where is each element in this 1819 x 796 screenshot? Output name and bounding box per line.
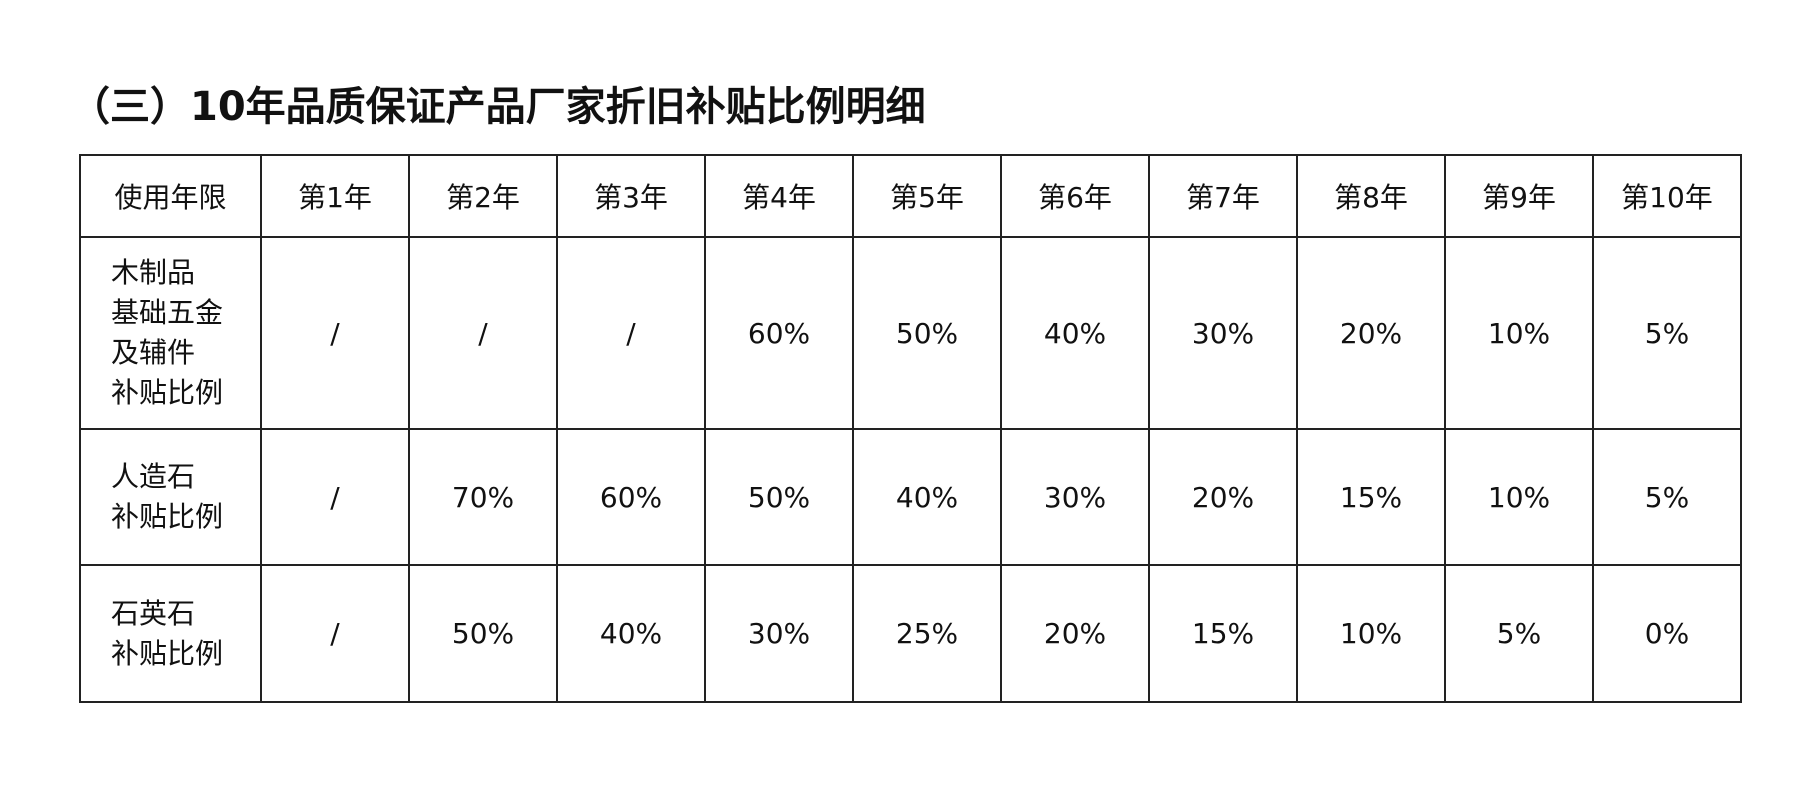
row-label-line: 基础五金 <box>111 296 224 329</box>
header-cell-year: 第8年 <box>1296 154 1446 238</box>
value-cell: 50% <box>408 564 558 703</box>
value-cell: 25% <box>852 564 1002 703</box>
header-cell-year: 第6年 <box>1000 154 1150 238</box>
header-cell-year: 第2年 <box>408 154 558 238</box>
row-label: 人造石 补贴比例 <box>79 428 262 566</box>
page-title: （三）10年品质保证产品厂家折旧补贴比例明细 <box>70 84 926 130</box>
value-cell: 15% <box>1148 564 1298 703</box>
value-cell: 5% <box>1592 428 1742 566</box>
table-row: 人造石 补贴比例/70% 60% 50% 40% 30% 20% 15% 10% 5% <box>79 428 1742 566</box>
subsidy-table: 使用年限 第1年 第2年 第3年 第4年 第5年 第6年 第7年 第8年 第9年 第10年木制品基础… <box>79 154 1742 703</box>
row-label-line: 人造石 <box>111 460 196 493</box>
value-cell: 60% <box>556 428 706 566</box>
table-row: 木制品 基础五金 及辅件 补贴比例 / //60% 50% 40% 30% 20% 10% 5% <box>79 236 1742 430</box>
value-cell: / <box>260 428 410 566</box>
row-label-line: 石英石 <box>111 596 196 630</box>
header-cell-year: 第4年 <box>704 154 854 238</box>
value-cell: 30% <box>704 564 854 703</box>
value-cell: 20% <box>1000 564 1150 703</box>
value-cell: / <box>556 236 706 430</box>
table-row: 石英石 补贴比例/50% 40% 30% 25% 20% 15% 10% 5% 0% <box>79 564 1742 703</box>
value-cell: / <box>260 236 410 430</box>
value-cell: 40% <box>556 564 706 703</box>
value-cell: 70% <box>408 428 558 566</box>
value-cell: / <box>408 236 558 430</box>
row-label: 木制品基础五金及辅件补贴比例 <box>79 236 262 430</box>
header-cell-year: 第10年 <box>1592 154 1742 238</box>
header-row: 使用年限 第1年 第2年 第3年 第4年 第5年 第6年 第7年 第8年 第9年 第10年 <box>79 154 1742 238</box>
header-cell-year: 第1年 <box>260 154 410 238</box>
value-cell: 50% <box>704 428 854 566</box>
row-label-line: 补贴比例 <box>111 500 224 533</box>
value-cell: / <box>260 564 410 703</box>
header-cell-year: 第3年 <box>556 154 706 238</box>
row-label-line: 及辅件 <box>111 336 196 369</box>
header-cell-year: 第7年 <box>1148 154 1298 238</box>
value-cell: 10% <box>1444 428 1594 566</box>
value-cell: 5% <box>1444 564 1594 703</box>
value-cell: 30% <box>1148 236 1298 430</box>
row-label: 石英石 补贴比例 <box>79 564 262 703</box>
value-cell: 20% <box>1296 236 1446 430</box>
value-cell: 10% <box>1444 236 1594 430</box>
row-label-line: 木制品 <box>111 256 196 289</box>
value-cell: 10% <box>1296 564 1446 703</box>
value-cell: 15% <box>1296 428 1446 566</box>
row-label-line: 补贴比例 <box>111 376 224 409</box>
value-cell: 50% <box>852 236 1002 430</box>
value-cell: 60% <box>704 236 854 430</box>
value-cell: 0% <box>1592 564 1742 703</box>
value-cell: 20% <box>1148 428 1298 566</box>
value-cell: 40% <box>852 428 1002 566</box>
row-label-line: 补贴比例 <box>111 636 224 670</box>
value-cell: 40% <box>1000 236 1150 430</box>
header-cell-year: 第5年 <box>852 154 1002 238</box>
header-cell-year: 第9年 <box>1444 154 1594 238</box>
header-cell-usage-years: 使用年限 <box>79 154 262 238</box>
value-cell: 30% <box>1000 428 1150 566</box>
value-cell: 5% <box>1592 236 1742 430</box>
